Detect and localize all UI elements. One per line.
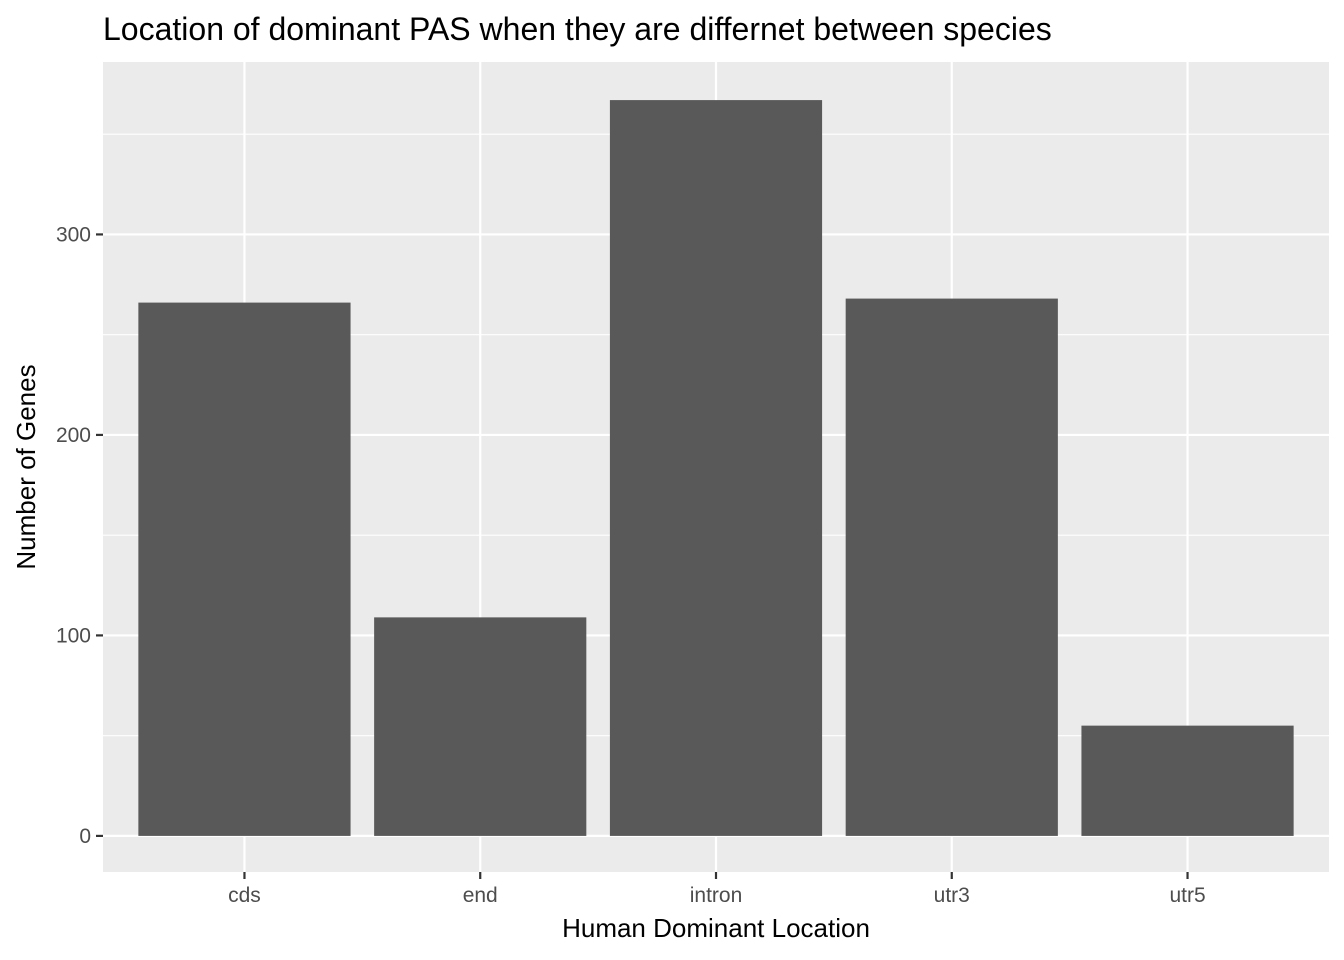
y-tick-label: 300 [56, 223, 91, 246]
bar-end [374, 617, 587, 836]
x-tick-label: cds [228, 884, 261, 907]
y-axis-title: Number of Genes [11, 364, 41, 569]
y-axis: 0 100 200 300 [56, 223, 103, 848]
bar-utr3 [845, 298, 1058, 836]
bar-utr5 [1081, 725, 1294, 836]
bar-cds [138, 302, 351, 836]
x-tick-label: utr5 [1169, 884, 1205, 907]
y-tick-label: 200 [56, 424, 91, 447]
chart-title: Location of dominant PAS when they are d… [103, 11, 1052, 47]
x-axis: cds end intron utr3 utr5 [228, 872, 1206, 907]
bars [138, 100, 1294, 836]
y-tick-label: 0 [79, 825, 91, 848]
x-tick-label: utr3 [934, 884, 970, 907]
x-tick-label: end [463, 884, 498, 907]
bar-intron [609, 100, 823, 836]
x-tick-label: intron [690, 884, 743, 907]
x-axis-title: Human Dominant Location [562, 913, 870, 943]
y-tick-label: 100 [56, 624, 91, 647]
